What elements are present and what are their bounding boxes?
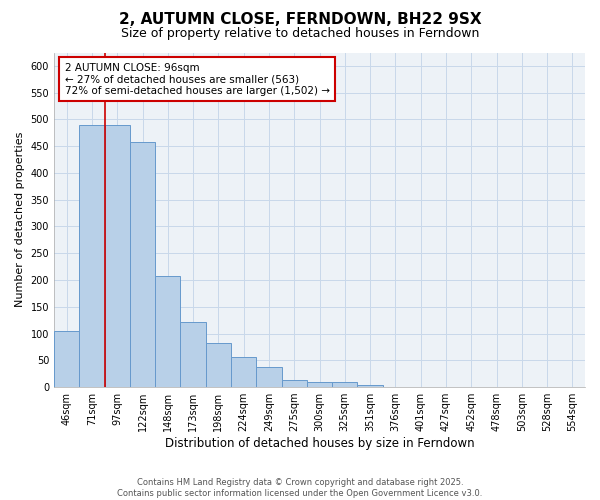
X-axis label: Distribution of detached houses by size in Ferndown: Distribution of detached houses by size … (165, 437, 475, 450)
Bar (181, 322, 206, 387)
Bar (256, 366, 281, 387)
Text: 2, AUTUMN CLOSE, FERNDOWN, BH22 9SX: 2, AUTUMN CLOSE, FERNDOWN, BH22 9SX (119, 12, 481, 28)
Bar (358, 386, 383, 387)
Bar (281, 380, 307, 387)
Bar (54, 331, 79, 387)
Bar (231, 356, 256, 387)
Bar (104, 125, 130, 387)
Bar (332, 382, 358, 387)
Y-axis label: Number of detached properties: Number of detached properties (15, 132, 25, 308)
Bar (307, 382, 332, 387)
Bar (155, 276, 181, 387)
Text: Size of property relative to detached houses in Ferndown: Size of property relative to detached ho… (121, 28, 479, 40)
Bar (206, 343, 231, 387)
Bar (130, 142, 155, 387)
Bar (79, 125, 104, 387)
Text: 2 AUTUMN CLOSE: 96sqm
← 27% of detached houses are smaller (563)
72% of semi-det: 2 AUTUMN CLOSE: 96sqm ← 27% of detached … (65, 62, 329, 96)
Text: Contains HM Land Registry data © Crown copyright and database right 2025.
Contai: Contains HM Land Registry data © Crown c… (118, 478, 482, 498)
